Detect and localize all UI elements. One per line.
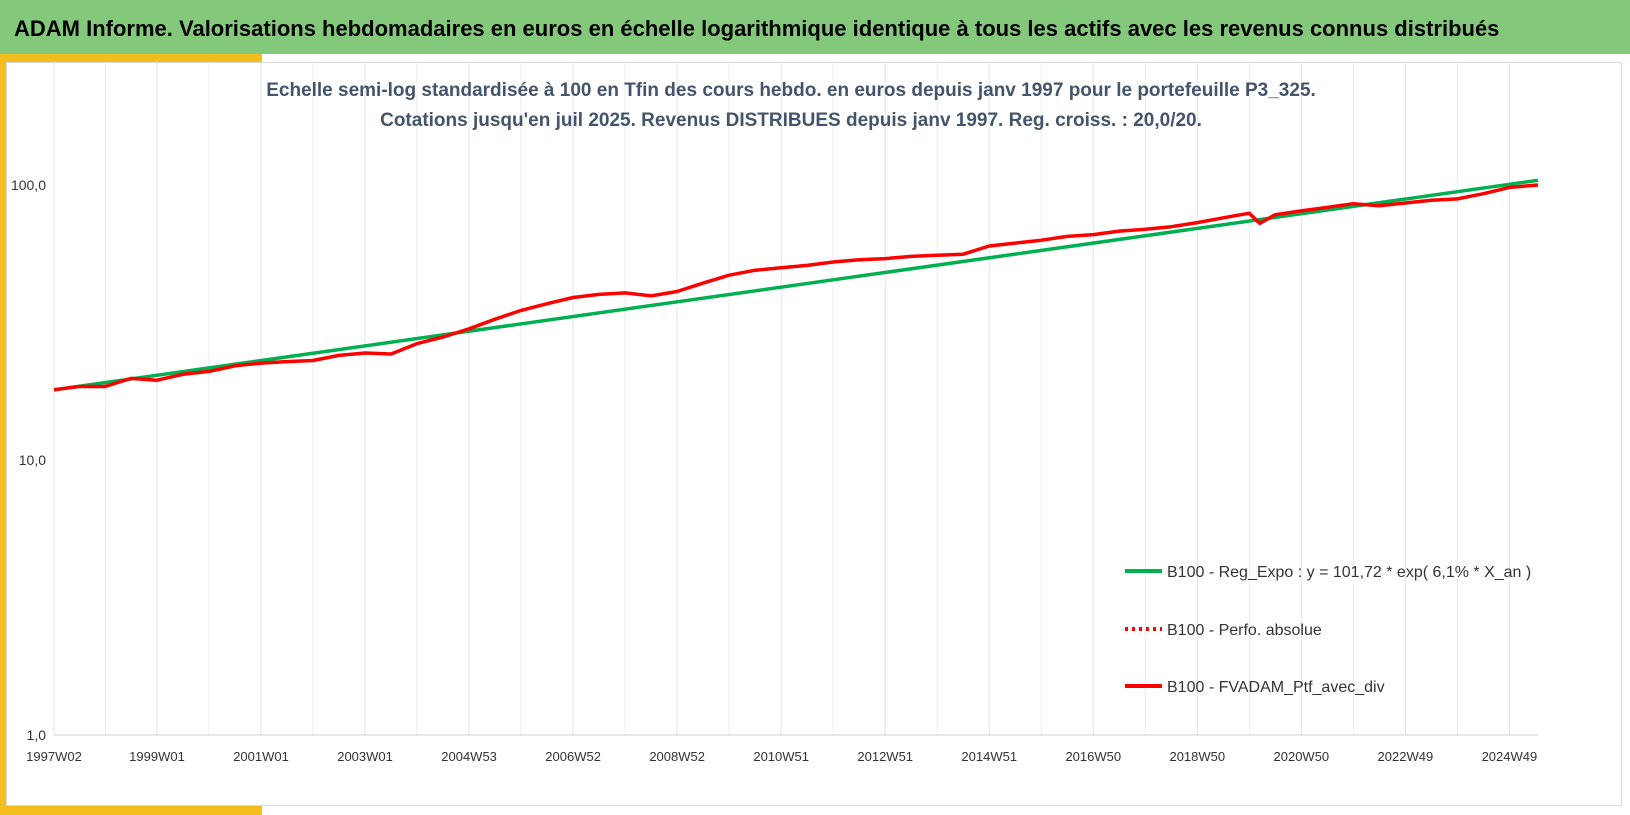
x-tick-label: 1999W01 bbox=[129, 749, 185, 764]
legend-label-portfolio: B100 - FVADAM_Ptf_avec_div bbox=[1167, 679, 1385, 696]
y-axis-ticks: 1,0 10,0 100,0 bbox=[11, 177, 46, 743]
x-tick-label: 2004W53 bbox=[441, 749, 497, 764]
x-tick-label: 2016W50 bbox=[1065, 749, 1121, 764]
x-tick-label: 2012W51 bbox=[857, 749, 913, 764]
y-tick-label: 1,0 bbox=[27, 727, 47, 743]
x-tick-label: 2024W49 bbox=[1482, 749, 1538, 764]
accent-bar-bottom bbox=[0, 806, 262, 815]
x-tick-label: 1997W02 bbox=[26, 749, 82, 764]
x-tick-label: 2014W51 bbox=[961, 749, 1017, 764]
series-line-portfolio bbox=[53, 183, 1539, 392]
report-banner: ADAM Informe. Valorisations hebdomadaire… bbox=[0, 0, 1630, 54]
x-tick-label: 2001W01 bbox=[233, 749, 289, 764]
series-lines bbox=[53, 178, 1539, 392]
legend-label-perfo-absolue: B100 - Perfo. absolue bbox=[1167, 622, 1322, 639]
y-tick-label: 10,0 bbox=[19, 452, 46, 468]
banner-title: ADAM Informe. Valorisations hebdomadaire… bbox=[14, 16, 1500, 41]
x-tick-label: 2022W49 bbox=[1378, 749, 1434, 764]
x-tick-label: 2008W52 bbox=[649, 749, 705, 764]
accent-bar-left bbox=[0, 54, 6, 815]
legend-item-perfo-absolue[interactable]: B100 - Perfo. absolue bbox=[1125, 622, 1322, 639]
chart-frame: Echelle semi-log standardisée à 100 en T… bbox=[6, 62, 1622, 806]
x-tick-label: 2006W52 bbox=[545, 749, 601, 764]
series-line-regression bbox=[53, 178, 1539, 392]
chart-subtitle-line-2: Cotations jusqu'en juil 2025. Revenus DI… bbox=[380, 110, 1202, 131]
x-tick-label: 2003W01 bbox=[337, 749, 393, 764]
line-chart: Echelle semi-log standardisée à 100 en T… bbox=[11, 63, 1539, 764]
x-axis-ticks: 1997W02 1999W01 2001W01 2003W01 2004W53 2006W… bbox=[26, 749, 1537, 764]
legend-item-portfolio[interactable]: B100 - FVADAM_Ptf_avec_div bbox=[1125, 679, 1385, 696]
legend-item-regression[interactable]: B100 - Reg_Expo : y = 101,72 * exp( 6,1%… bbox=[1125, 564, 1531, 581]
x-tick-label: 2010W51 bbox=[753, 749, 809, 764]
grid-lines bbox=[53, 63, 1538, 736]
x-tick-label: 2018W50 bbox=[1169, 749, 1225, 764]
x-tick-label: 2020W50 bbox=[1274, 749, 1330, 764]
y-tick-label: 100,0 bbox=[11, 177, 46, 193]
accent-bar-top bbox=[0, 54, 262, 62]
chart-subtitle-line-1: Echelle semi-log standardisée à 100 en T… bbox=[266, 80, 1316, 101]
legend-label-regression: B100 - Reg_Expo : y = 101,72 * exp( 6,1%… bbox=[1167, 564, 1531, 581]
chart-legend: B100 - Reg_Expo : y = 101,72 * exp( 6,1%… bbox=[1125, 564, 1531, 696]
